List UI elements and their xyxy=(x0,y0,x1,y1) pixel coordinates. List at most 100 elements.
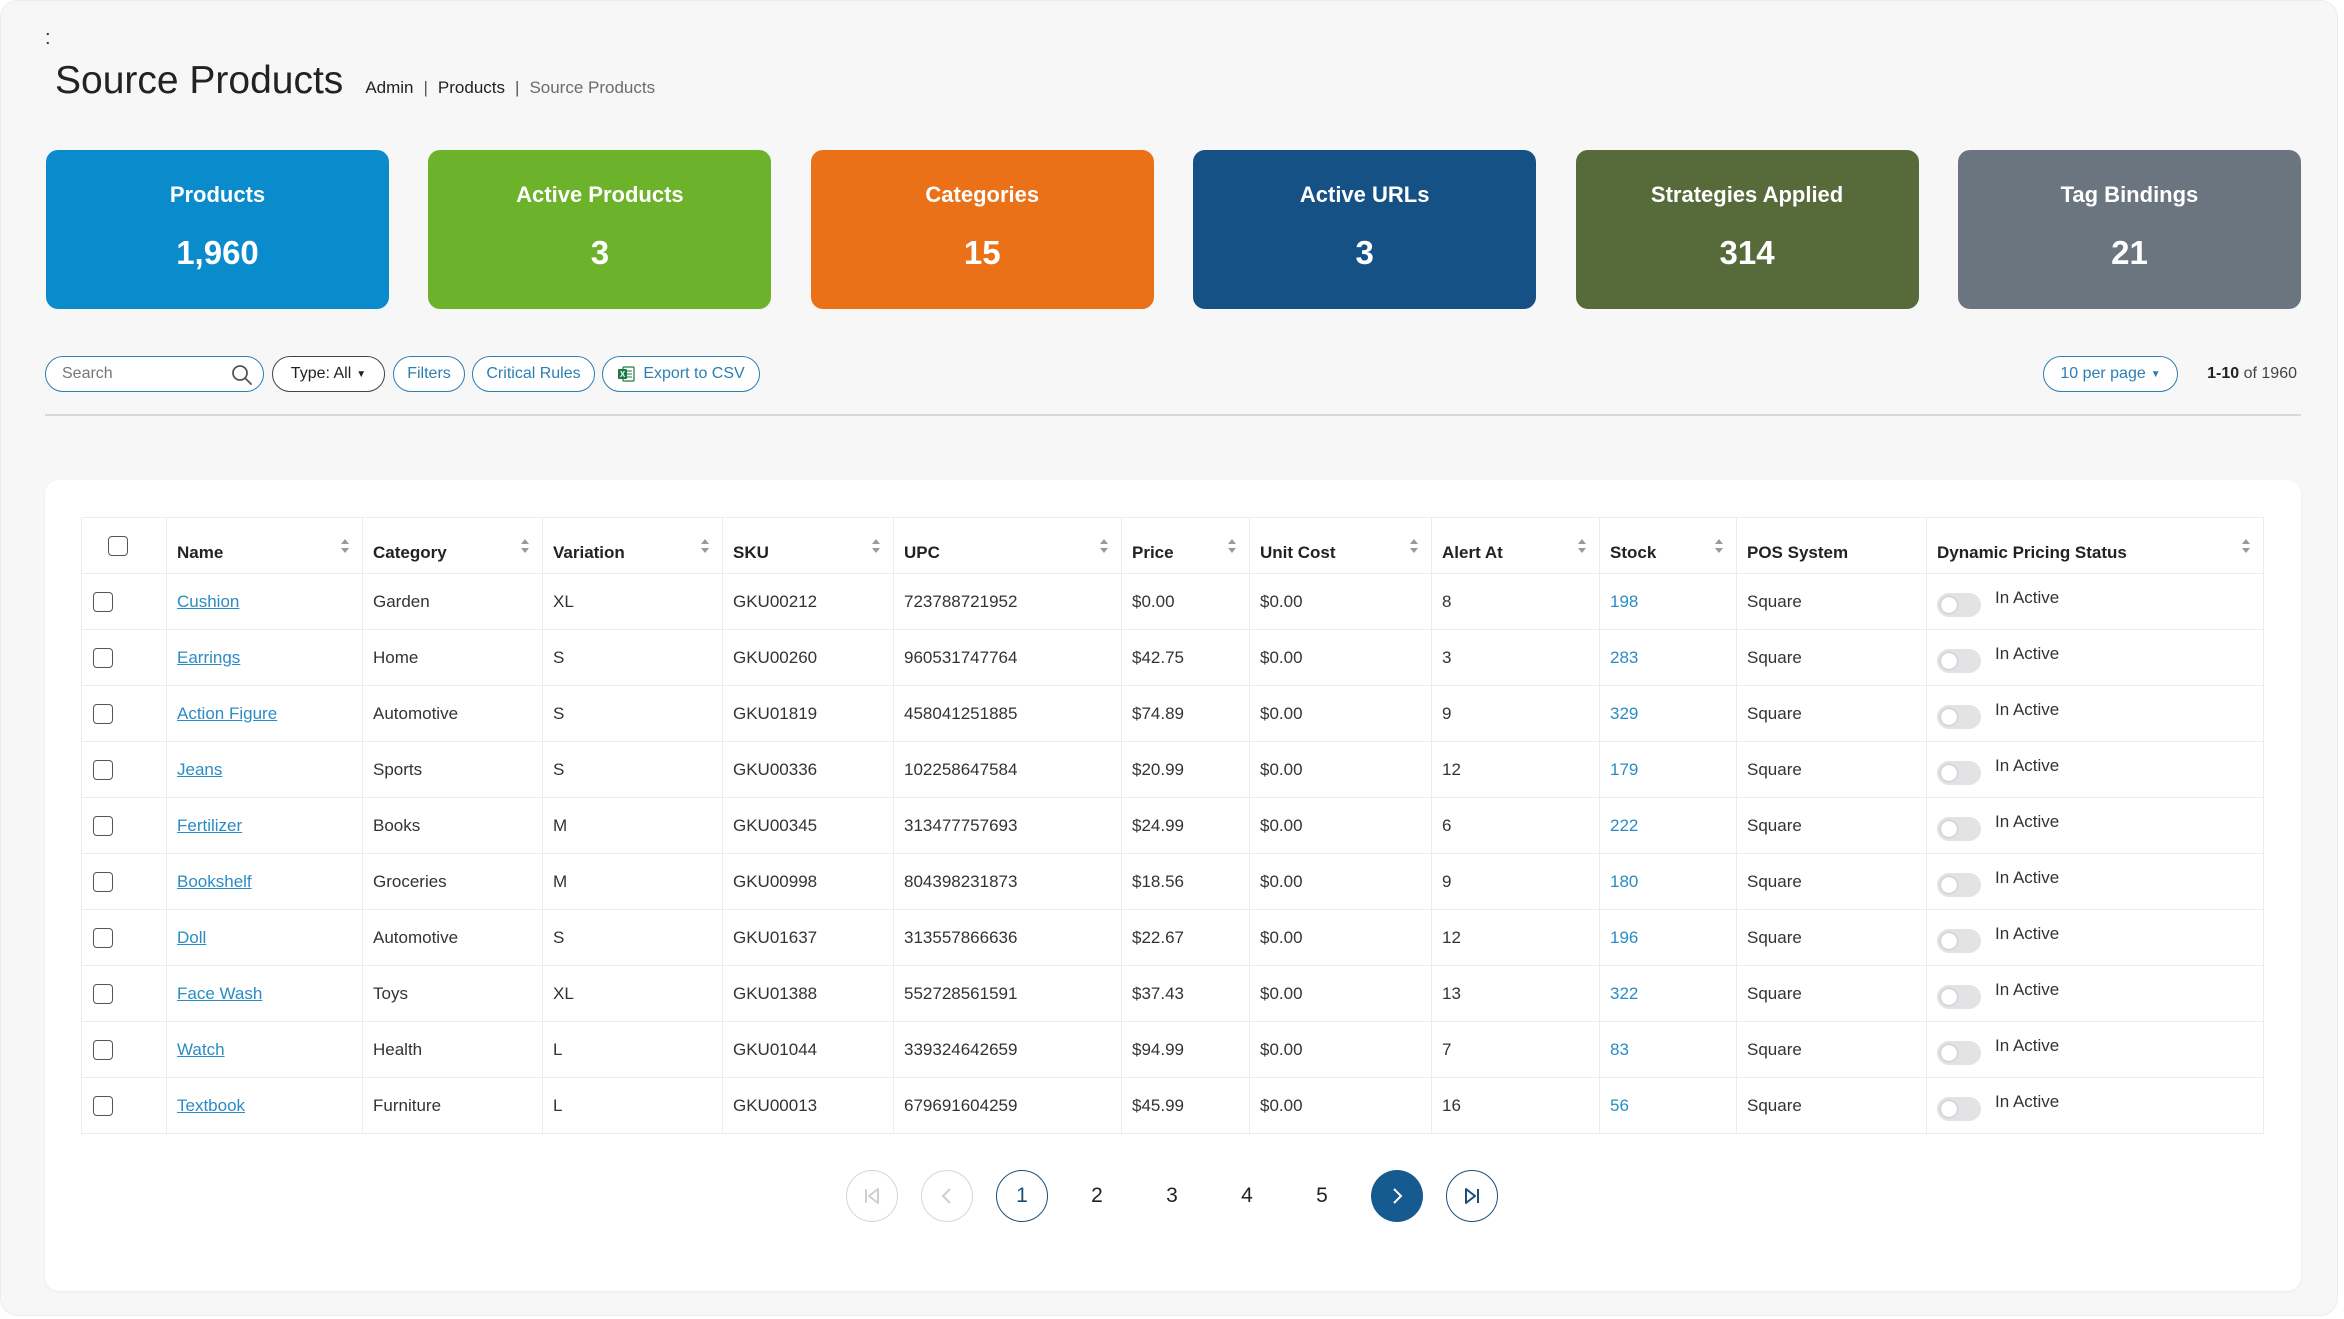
filters-button[interactable]: Filters xyxy=(393,356,465,392)
column-header-label: Alert At xyxy=(1442,542,1503,562)
column-header-variation[interactable]: Variation xyxy=(542,517,723,574)
sort-icon[interactable] xyxy=(1714,538,1724,554)
column-header-pos-system[interactable]: POS System xyxy=(1736,517,1927,574)
first-page-button[interactable] xyxy=(846,1170,898,1222)
unit-cost-cell: $0.00 xyxy=(1249,965,1432,1022)
breadcrumb-admin[interactable]: Admin xyxy=(365,78,414,97)
stock-link[interactable]: 222 xyxy=(1610,815,1639,835)
row-checkbox[interactable] xyxy=(93,759,113,780)
dynamic-pricing-toggle[interactable] xyxy=(1937,872,1981,897)
column-header-unit-cost[interactable]: Unit Cost xyxy=(1249,517,1432,574)
stock-link[interactable]: 179 xyxy=(1610,759,1639,779)
product-name-link[interactable]: Textbook xyxy=(177,1095,246,1115)
pos-system-cell: Square xyxy=(1736,965,1927,1022)
upc-cell: 960531747764 xyxy=(893,629,1122,686)
dynamic-pricing-toggle[interactable] xyxy=(1937,592,1981,617)
stock-link[interactable]: 329 xyxy=(1610,703,1639,723)
page-button[interactable]: 4 xyxy=(1221,1170,1273,1222)
row-checkbox[interactable] xyxy=(93,815,113,836)
column-header-stock[interactable]: Stock xyxy=(1599,517,1737,574)
product-name-link[interactable]: Fertilizer xyxy=(177,815,243,835)
stock-link[interactable]: 180 xyxy=(1610,871,1639,891)
dynamic-pricing-toggle[interactable] xyxy=(1937,816,1981,841)
stock-link[interactable]: 56 xyxy=(1610,1095,1629,1115)
variation-cell: XL xyxy=(542,573,723,630)
prev-page-button[interactable] xyxy=(921,1170,973,1222)
dynamic-pricing-toggle[interactable] xyxy=(1937,704,1981,729)
dynamic-pricing-toggle[interactable] xyxy=(1937,1040,1981,1065)
search-icon[interactable] xyxy=(231,364,253,391)
page-button[interactable]: 2 xyxy=(1071,1170,1123,1222)
sku-cell: GKU00998 xyxy=(722,853,894,910)
row-checkbox[interactable] xyxy=(93,703,113,724)
dynamic-pricing-toggle[interactable] xyxy=(1937,760,1981,785)
stat-card[interactable]: Active Products 3 xyxy=(428,150,772,309)
sort-icon[interactable] xyxy=(1577,538,1587,554)
stat-card[interactable]: Categories 15 xyxy=(810,150,1154,309)
row-checkbox[interactable] xyxy=(93,983,113,1004)
sort-icon[interactable] xyxy=(1227,538,1237,554)
column-header-sku[interactable]: SKU xyxy=(722,517,894,574)
column-header-upc[interactable]: UPC xyxy=(893,517,1122,574)
stat-card[interactable]: Tag Bindings 21 xyxy=(1957,150,2301,309)
page-button[interactable]: 5 xyxy=(1296,1170,1348,1222)
sort-icon[interactable] xyxy=(1409,538,1419,554)
dynamic-pricing-toggle[interactable] xyxy=(1937,648,1981,673)
product-name-link[interactable]: Watch xyxy=(177,1039,225,1059)
column-header-dynamic-pricing-status[interactable]: Dynamic Pricing Status xyxy=(1926,517,2264,574)
column-header-name[interactable]: Name xyxy=(166,517,363,574)
status-label: In Active xyxy=(1995,755,2060,775)
sort-icon[interactable] xyxy=(520,538,530,554)
page-button[interactable]: 1 xyxy=(996,1170,1048,1222)
stat-card[interactable]: Strategies Applied 314 xyxy=(1575,150,1919,309)
stock-link[interactable]: 283 xyxy=(1610,647,1639,667)
stat-cards: Products 1,960 Active Products 3 Categories 1… xyxy=(46,150,2301,309)
stock-cell: 222 xyxy=(1599,797,1737,854)
stock-link[interactable]: 83 xyxy=(1610,1039,1629,1059)
column-header-alert-at[interactable]: Alert At xyxy=(1431,517,1600,574)
sort-icon[interactable] xyxy=(2241,538,2251,554)
row-checkbox[interactable] xyxy=(93,1039,113,1060)
sort-icon[interactable] xyxy=(1099,538,1109,554)
select-all-checkbox[interactable] xyxy=(108,535,128,556)
dynamic-pricing-toggle[interactable] xyxy=(1937,984,1981,1009)
next-page-button[interactable] xyxy=(1371,1170,1423,1222)
stock-link[interactable]: 322 xyxy=(1610,983,1639,1003)
row-checkbox[interactable] xyxy=(93,591,113,612)
sku-cell: GKU00013 xyxy=(722,1077,894,1134)
sort-icon[interactable] xyxy=(340,538,350,554)
critical-rules-button[interactable]: Critical Rules xyxy=(472,356,595,392)
column-header-price[interactable]: Price xyxy=(1121,517,1250,574)
row-checkbox[interactable] xyxy=(93,1095,113,1116)
breadcrumb-products[interactable]: Products xyxy=(437,78,506,97)
last-page-button[interactable] xyxy=(1446,1170,1498,1222)
stock-link[interactable]: 196 xyxy=(1610,927,1639,947)
stat-card[interactable]: Products 1,960 xyxy=(46,150,389,309)
row-checkbox[interactable] xyxy=(93,647,113,668)
product-name-link[interactable]: Jeans xyxy=(177,759,223,779)
sku-cell: GKU00336 xyxy=(722,741,894,798)
column-header-category[interactable]: Category xyxy=(362,517,543,574)
stock-link[interactable]: 198 xyxy=(1610,591,1639,611)
product-name-link[interactable]: Cushion xyxy=(177,591,240,611)
row-checkbox[interactable] xyxy=(93,871,113,892)
page-button[interactable]: 3 xyxy=(1146,1170,1198,1222)
sort-icon[interactable] xyxy=(871,538,881,554)
dynamic-pricing-toggle[interactable] xyxy=(1937,928,1981,953)
row-checkbox[interactable] xyxy=(93,927,113,948)
product-name-link[interactable]: Bookshelf xyxy=(177,871,252,891)
product-name-link[interactable]: Action Figure xyxy=(177,703,278,723)
variation-cell: M xyxy=(542,853,723,910)
menu-glyph[interactable]: : xyxy=(45,27,51,49)
product-name-link[interactable]: Earrings xyxy=(177,647,241,667)
dynamic-pricing-toggle[interactable] xyxy=(1937,1096,1981,1121)
product-name-link[interactable]: Doll xyxy=(177,927,207,947)
stat-card[interactable]: Active URLs 3 xyxy=(1193,150,1537,309)
type-filter-dropdown[interactable]: Type: All ▼ xyxy=(272,356,385,392)
search-input[interactable] xyxy=(62,365,227,383)
export-csv-button[interactable]: X Export to CSV xyxy=(602,356,760,392)
product-name-link[interactable]: Face Wash xyxy=(177,983,263,1003)
per-page-dropdown[interactable]: 10 per page ▼ xyxy=(2043,356,2178,392)
sort-icon[interactable] xyxy=(700,538,710,554)
